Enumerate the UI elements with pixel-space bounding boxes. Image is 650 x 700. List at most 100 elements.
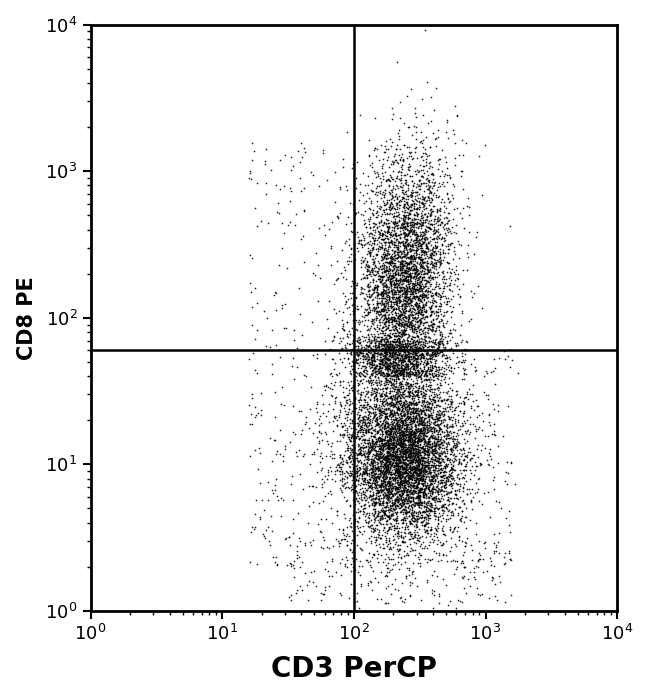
Point	[458, 278, 468, 289]
Point	[387, 225, 397, 236]
Point	[399, 307, 410, 318]
Point	[278, 495, 288, 506]
Point	[372, 428, 382, 439]
Point	[415, 399, 426, 410]
Point	[374, 435, 385, 447]
Point	[441, 315, 452, 326]
Point	[391, 199, 402, 211]
Point	[348, 314, 358, 326]
Point	[391, 144, 402, 155]
Point	[434, 333, 445, 344]
Point	[397, 425, 408, 436]
Point	[389, 312, 400, 323]
Point	[408, 249, 418, 260]
Point	[408, 428, 418, 440]
Point	[402, 421, 413, 433]
Point	[434, 204, 444, 216]
Point	[361, 468, 372, 479]
Point	[389, 450, 400, 461]
Point	[398, 494, 408, 505]
Point	[398, 295, 408, 307]
Point	[357, 560, 367, 571]
Point	[436, 259, 446, 270]
Point	[389, 400, 400, 412]
Point	[328, 330, 339, 342]
Point	[390, 230, 400, 241]
Point	[374, 500, 384, 511]
Point	[333, 466, 344, 477]
Point	[430, 439, 441, 450]
Point	[326, 242, 337, 253]
Point	[426, 430, 437, 442]
Point	[246, 286, 257, 297]
Point	[422, 338, 432, 349]
Point	[428, 461, 438, 472]
Point	[354, 379, 365, 390]
Point	[404, 311, 414, 322]
Point	[393, 528, 404, 539]
Point	[392, 472, 402, 483]
Point	[396, 258, 407, 270]
Point	[443, 132, 453, 144]
Point	[383, 424, 393, 435]
Point	[350, 471, 360, 482]
Point	[395, 415, 406, 426]
Point	[405, 491, 415, 503]
Point	[385, 424, 396, 435]
Point	[376, 456, 386, 467]
Point	[371, 283, 382, 294]
Point	[368, 345, 378, 356]
Point	[414, 484, 424, 495]
Point	[401, 470, 411, 481]
Point	[419, 228, 430, 239]
Point	[393, 346, 403, 357]
Point	[388, 271, 398, 282]
Point	[469, 354, 479, 365]
Point	[362, 349, 372, 360]
Point	[426, 491, 436, 502]
Point	[323, 322, 333, 333]
Point	[416, 484, 426, 495]
Point	[378, 488, 388, 499]
Point	[432, 480, 442, 491]
Point	[408, 441, 418, 452]
Point	[396, 213, 406, 224]
Point	[372, 508, 383, 519]
Point	[403, 276, 413, 288]
Point	[396, 365, 407, 377]
Point	[400, 398, 410, 409]
Point	[370, 344, 380, 355]
Point	[374, 338, 385, 349]
Point	[401, 176, 411, 188]
Point	[385, 472, 395, 483]
Point	[363, 295, 373, 306]
Point	[393, 472, 404, 483]
Point	[358, 412, 368, 423]
Point	[386, 155, 396, 166]
Point	[415, 239, 425, 250]
Point	[402, 270, 413, 281]
Point	[443, 223, 453, 234]
Point	[360, 303, 370, 314]
Point	[372, 306, 382, 317]
Point	[367, 262, 378, 273]
Point	[424, 360, 435, 371]
Point	[412, 232, 423, 244]
Point	[378, 286, 389, 297]
Point	[438, 251, 448, 262]
Point	[450, 274, 460, 286]
Point	[380, 337, 390, 348]
Point	[367, 360, 378, 371]
Point	[399, 456, 410, 467]
Point	[426, 364, 436, 375]
Point	[389, 250, 400, 261]
Point	[376, 347, 386, 358]
Point	[389, 393, 399, 405]
Point	[410, 275, 421, 286]
Point	[424, 504, 434, 515]
Point	[412, 498, 423, 509]
Point	[427, 323, 437, 335]
Point	[441, 443, 451, 454]
Point	[387, 275, 398, 286]
Point	[406, 440, 416, 451]
